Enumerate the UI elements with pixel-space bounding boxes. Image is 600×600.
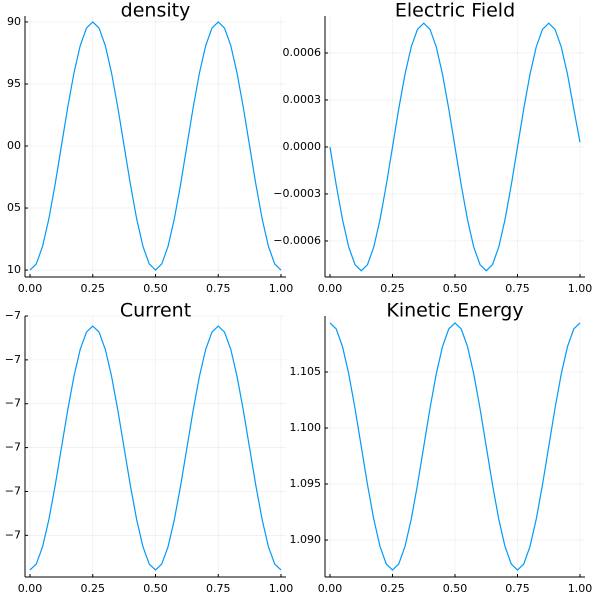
y-tick-label: 1.105: [290, 365, 322, 378]
y-tick-label: −7: [5, 441, 21, 454]
x-tick-label: 0.00: [18, 282, 43, 295]
x-tick-label: 0.75: [505, 282, 530, 295]
y-tick-label: 1.100: [290, 421, 322, 434]
y-tick-label: 95: [7, 77, 21, 90]
y-tick-label: 05: [7, 201, 21, 214]
y-tick-label: 10: [7, 263, 21, 276]
x-tick-label: 1.00: [269, 582, 294, 595]
x-tick-label: 0.50: [143, 282, 168, 295]
x-tick-label: 0.25: [380, 282, 405, 295]
x-tick-label: 0.50: [143, 582, 168, 595]
x-tick-label: 0.25: [81, 582, 106, 595]
y-tick-label: −0.0003: [273, 187, 321, 200]
y-tick-label: 0.0003: [283, 93, 322, 106]
y-tick-label: −7: [5, 528, 21, 541]
x-tick-label: 0.00: [318, 282, 343, 295]
y-tick-label: −7: [5, 353, 21, 366]
x-tick-label: 0.75: [206, 282, 231, 295]
y-tick-label: 1.095: [290, 477, 322, 490]
x-tick-label: 0.75: [505, 582, 530, 595]
x-tick-label: 0.25: [81, 282, 106, 295]
x-tick-label: 0.25: [380, 582, 405, 595]
x-tick-label: 1.00: [568, 582, 593, 595]
y-tick-label: −7: [5, 484, 21, 497]
chart-title: Electric Field: [395, 0, 515, 22]
y-tick-label: −0.0006: [273, 234, 321, 247]
chart-title: density: [121, 0, 191, 22]
x-tick-label: 0.50: [443, 582, 468, 595]
x-tick-label: 0.00: [318, 582, 343, 595]
x-tick-label: 1.00: [568, 282, 593, 295]
data-line: [329, 322, 581, 571]
y-tick-label: 1.090: [290, 533, 322, 546]
y-tick-label: −7: [5, 397, 21, 410]
data-line: [329, 22, 581, 272]
y-tick-label: −7: [5, 309, 21, 322]
x-tick-label: 0.75: [206, 582, 231, 595]
data-line: [29, 325, 282, 571]
y-tick-label: 0.0006: [283, 46, 322, 59]
y-tick-label: 0.0000: [283, 140, 322, 153]
x-tick-label: 1.00: [269, 282, 294, 295]
x-tick-label: 0.50: [443, 282, 468, 295]
chart-title: Kinetic Energy: [386, 300, 523, 322]
y-tick-label: 90: [7, 15, 21, 28]
chart-title: Current: [120, 300, 191, 322]
x-tick-label: 0.00: [18, 582, 43, 595]
data-line: [29, 21, 282, 271]
y-tick-label: 00: [7, 139, 21, 152]
